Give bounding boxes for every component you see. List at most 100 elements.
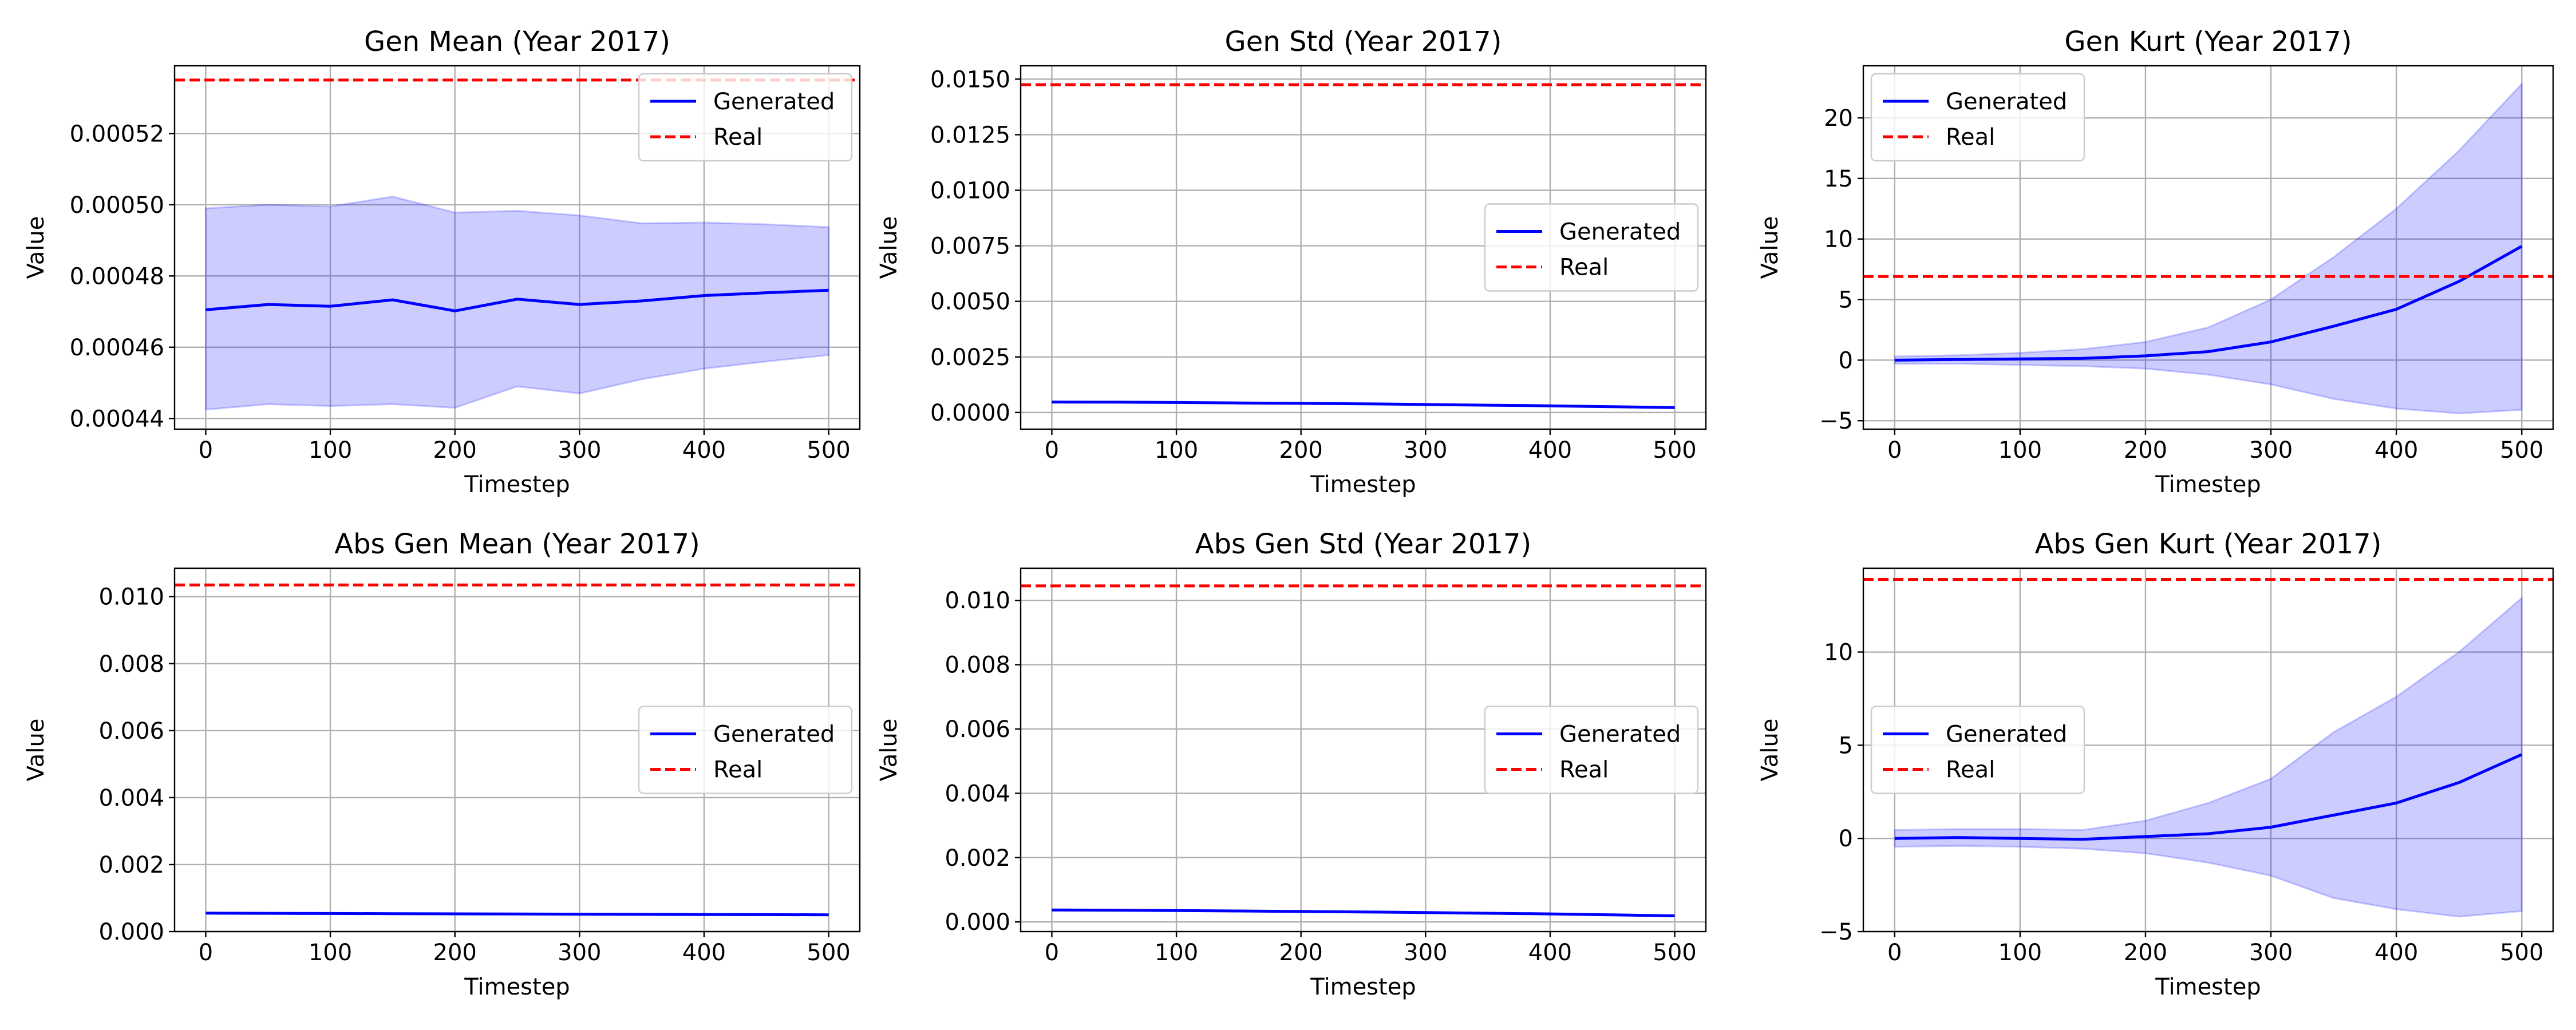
y-tick-label: 0.002 bbox=[945, 845, 1010, 871]
subplot-2: 0 100 200 300 400 500 0.0000 0.0025 0.0050 0.0075… bbox=[876, 26, 1707, 498]
legend-generated-label: Generated bbox=[713, 89, 835, 115]
plot-area bbox=[1021, 83, 1706, 409]
y-tick-label: 0.0075 bbox=[930, 233, 1010, 260]
axes-frame bbox=[173, 567, 861, 933]
x-tick-label: 200 bbox=[1279, 437, 1323, 464]
legend-box bbox=[638, 706, 853, 794]
legend-generated-label: Generated bbox=[713, 722, 835, 748]
generated-band bbox=[1894, 596, 2523, 918]
x-tick-label: 300 bbox=[1404, 940, 1447, 966]
x-tick-label: 500 bbox=[1653, 940, 1696, 966]
legend-generated-label: Generated bbox=[1946, 89, 2067, 115]
legend-real-label: Real bbox=[1559, 757, 1609, 783]
generated-band bbox=[1894, 82, 2523, 415]
y-tick-label: 0.00046 bbox=[70, 335, 164, 361]
x-axis-label: Timestep bbox=[1310, 472, 1416, 498]
y-tick-label: 0.006 bbox=[945, 716, 1010, 743]
x-tick-label: 300 bbox=[2249, 940, 2293, 966]
x-tick-label: 100 bbox=[1155, 940, 1198, 966]
y-tick-label: 0.004 bbox=[98, 785, 164, 811]
generated-line bbox=[1894, 753, 2523, 841]
legend-real-label: Real bbox=[1946, 757, 1995, 783]
x-axis-label: Timestep bbox=[1310, 974, 1416, 1000]
x-tick-label: 500 bbox=[807, 437, 850, 464]
x-tick-label: 500 bbox=[807, 940, 850, 966]
subplot-6: 0 100 200 300 400 500 −5 0 5 10 Abs Gen Kurt (Year… bbox=[1757, 528, 2554, 1000]
y-tick-label: 0.0025 bbox=[930, 344, 1010, 371]
legend-box bbox=[1870, 706, 2085, 794]
y-tick-label: 10 bbox=[1824, 227, 1853, 253]
legend: Generated Real bbox=[1870, 73, 2085, 162]
generated-line bbox=[206, 288, 829, 312]
x-tick-label: 300 bbox=[2249, 437, 2293, 464]
y-tick-label: 10 bbox=[1824, 640, 1853, 666]
legend-real-label: Real bbox=[1946, 124, 1995, 150]
y-tick-label: 0.00048 bbox=[70, 263, 164, 290]
legend-box bbox=[1484, 706, 1699, 794]
x-tick-label: 200 bbox=[2124, 940, 2167, 966]
x-tick-label: 0 bbox=[1887, 940, 1902, 966]
legend-real-label: Real bbox=[713, 124, 762, 150]
chart-title: Gen Kurt (Year 2017) bbox=[2064, 26, 2352, 58]
x-tick-label: 0 bbox=[1045, 437, 1059, 464]
y-tick-label: 20 bbox=[1824, 105, 1853, 132]
x-tick-label: 300 bbox=[1404, 437, 1447, 464]
chart-title: Abs Gen Kurt (Year 2017) bbox=[2035, 528, 2382, 560]
x-tick-label: 200 bbox=[2124, 437, 2167, 464]
plot-area bbox=[1021, 584, 1706, 917]
generated-line bbox=[1052, 908, 1675, 917]
y-tick-label: 5 bbox=[1839, 732, 1853, 759]
x-axis-label: Timestep bbox=[2155, 974, 2261, 1000]
y-tick-label: 0.004 bbox=[945, 781, 1010, 807]
y-tick-label: −5 bbox=[1819, 408, 1853, 434]
x-tick-label: 500 bbox=[1653, 437, 1696, 464]
axes-frame bbox=[173, 65, 861, 430]
x-tick-label: 500 bbox=[2500, 437, 2543, 464]
legend-generated-label: Generated bbox=[1946, 722, 2067, 748]
y-tick-label: 0.00052 bbox=[70, 121, 164, 147]
legend-box bbox=[1870, 73, 2085, 162]
legend-real-label: Real bbox=[713, 757, 762, 783]
y-tick-label: 0.00044 bbox=[70, 406, 164, 432]
legend-generated-label: Generated bbox=[1559, 219, 1681, 245]
generated-line bbox=[1052, 401, 1675, 409]
y-tick-label: 0.010 bbox=[98, 584, 164, 611]
chart-title: Abs Gen Mean (Year 2017) bbox=[334, 528, 700, 560]
x-tick-label: 500 bbox=[2500, 940, 2543, 966]
x-axis-label: Timestep bbox=[2155, 472, 2261, 498]
y-tick-label: 0.008 bbox=[945, 652, 1010, 679]
y-tick-label: 0.0050 bbox=[930, 289, 1010, 315]
legend: Generated Real bbox=[1484, 203, 1699, 292]
y-tick-label: 0.0000 bbox=[930, 400, 1010, 426]
x-tick-label: 400 bbox=[682, 437, 726, 464]
y-tick-label: 0.000 bbox=[98, 919, 164, 945]
plot-area bbox=[1863, 82, 2553, 415]
x-tick-label: 400 bbox=[2374, 437, 2418, 464]
x-tick-label: 400 bbox=[1528, 940, 1572, 966]
subplot-1: 0 100 200 300 400 500 0.00044 0.00046 0.00048 0.0… bbox=[23, 26, 861, 498]
plot-area bbox=[1863, 578, 2553, 918]
legend: Generated Real bbox=[638, 706, 853, 794]
x-tick-label: 400 bbox=[2374, 940, 2418, 966]
x-axis-label: Timestep bbox=[464, 472, 570, 498]
y-tick-label: 0.002 bbox=[98, 852, 164, 878]
x-tick-label: 0 bbox=[1887, 437, 1902, 464]
legend-box bbox=[1484, 203, 1699, 292]
y-axis-label: Value bbox=[1757, 719, 1783, 782]
y-axis-label: Value bbox=[23, 216, 49, 279]
x-tick-label: 100 bbox=[1155, 437, 1198, 464]
x-tick-label: 200 bbox=[433, 437, 477, 464]
x-tick-label: 0 bbox=[1045, 940, 1059, 966]
y-tick-label: −5 bbox=[1819, 919, 1853, 945]
subplot-5: 0 100 200 300 400 500 0.000 0.002 0.004 0.006 0.00… bbox=[876, 528, 1707, 1000]
plot-area bbox=[175, 583, 860, 917]
axes-frame bbox=[1862, 567, 2554, 933]
y-tick-label: 0.010 bbox=[945, 588, 1010, 614]
x-tick-label: 200 bbox=[433, 940, 477, 966]
y-axis-label: Value bbox=[1757, 216, 1783, 279]
y-axis-label: Value bbox=[876, 719, 902, 782]
chart-title: Gen Std (Year 2017) bbox=[1225, 26, 1502, 58]
generated-line bbox=[1894, 245, 2523, 362]
y-tick-label: 0.0125 bbox=[930, 122, 1010, 148]
subplot-3: 0 100 200 300 400 500 −5 0 5 10 15 20 Gen Kurt (Year… bbox=[1757, 26, 2554, 498]
